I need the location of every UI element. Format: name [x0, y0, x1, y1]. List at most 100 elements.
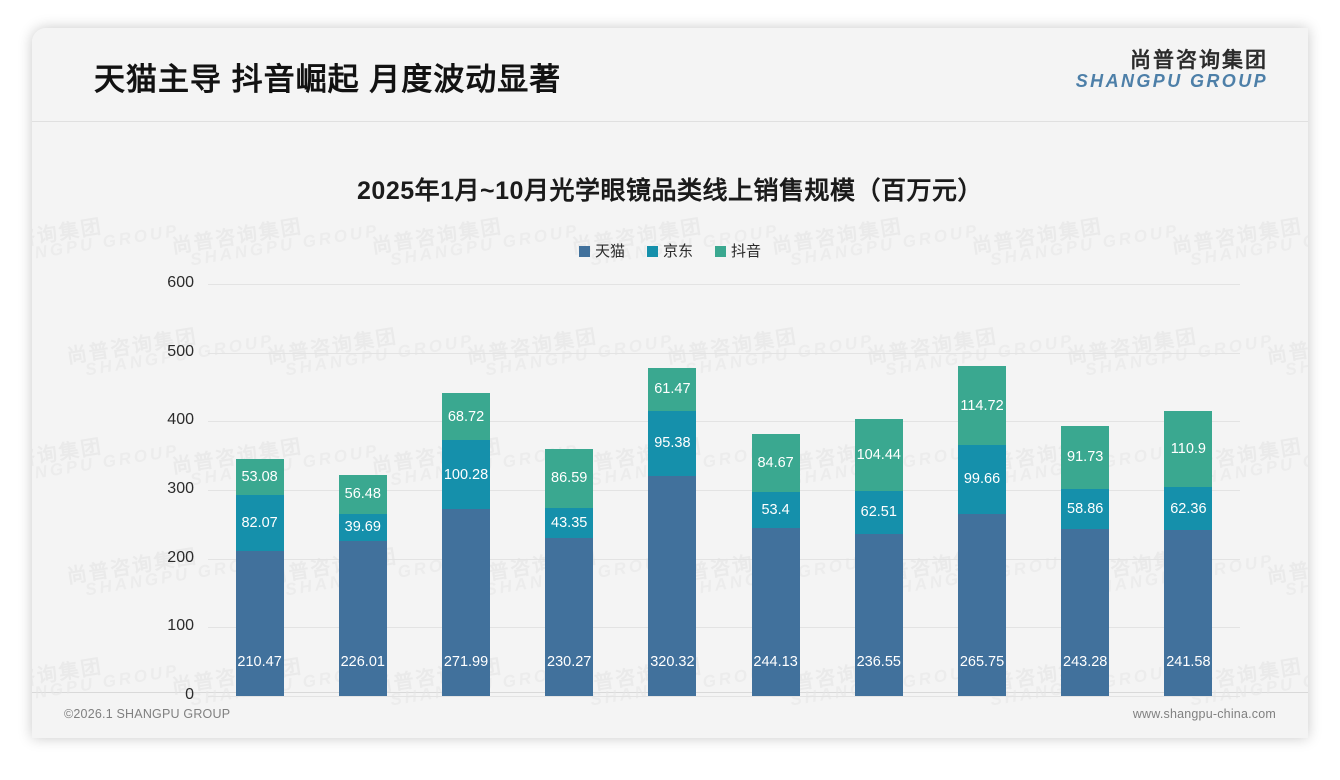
watermark-cn: 尚普咨询集团 [1265, 545, 1308, 589]
bar-value-label: 53.4 [761, 502, 790, 519]
bar-segment-京东[interactable]: 82.07 [235, 495, 284, 552]
bar-value-label: 91.73 [1067, 449, 1104, 466]
chart-title: 2025年1月~10月光学眼镜品类线上销售规模（百万元） [357, 177, 983, 205]
legend-label: 抖音 [731, 243, 762, 260]
bar-value-label: 236.55 [856, 654, 901, 670]
slide-header: 天猫主导 抖音崛起 月度波动显著 尚普咨询集团 SHANGPU GROUP [32, 28, 1308, 122]
bar-value-label: 320.32 [650, 654, 695, 670]
bar-segment-抖音[interactable]: 56.48 [338, 474, 387, 514]
chart-legend: 天猫 京东 抖音 [32, 240, 1308, 261]
bar-segment-天猫[interactable]: 265.75 [958, 513, 1006, 696]
bar-segment-天猫[interactable]: 320.32 [648, 476, 697, 696]
legend-item-天猫[interactable]: 天猫 [578, 240, 625, 261]
gridline [208, 284, 1240, 285]
bar-segment-抖音[interactable]: 68.72 [442, 393, 490, 441]
bar-segment-抖音[interactable]: 110.9 [1164, 411, 1213, 488]
y-axis-tick-label: 100 [167, 617, 194, 635]
bar-segment-京东[interactable]: 95.38 [648, 410, 697, 477]
bar-value-label: 226.01 [340, 654, 385, 670]
bar-value-label: 62.36 [1170, 500, 1207, 517]
footer-copyright: ©2026.1 SHANGPU GROUP [64, 707, 231, 721]
bar-segment-天猫[interactable]: 241.58 [1164, 530, 1213, 696]
bar-value-label: 110.9 [1170, 441, 1206, 458]
bar-segment-天猫[interactable]: 243.28 [1061, 528, 1110, 696]
legend-swatch-icon [646, 246, 658, 257]
brand-logo: 尚普咨询集团 SHANGPU GROUP [1075, 49, 1268, 92]
bar-value-label: 230.27 [547, 654, 592, 670]
brand-logo-en: SHANGPU GROUP [1075, 71, 1268, 92]
bar-value-label: 61.47 [654, 381, 691, 398]
slide-card: 天猫主导 抖音崛起 月度波动显著 尚普咨询集团 SHANGPU GROUP 20… [32, 28, 1308, 738]
bar-segment-天猫[interactable]: 226.01 [338, 540, 387, 696]
bar-value-label: 68.72 [447, 408, 485, 425]
bar-value-label: 95.38 [654, 435, 691, 452]
bar-segment-抖音[interactable]: 86.59 [545, 448, 594, 509]
watermark-en: SHANGPU GROUP [1283, 331, 1308, 380]
bar-segment-京东[interactable]: 62.36 [1164, 487, 1213, 531]
bar-segment-天猫[interactable]: 271.99 [442, 509, 490, 696]
legend-label: 京东 [662, 243, 693, 260]
y-axis-tick-label: 400 [167, 411, 194, 429]
bar-value-label: 62.51 [860, 504, 897, 521]
bar-value-label: 114.72 [960, 397, 1004, 414]
bar-value-label: 271.99 [443, 654, 489, 670]
legend-item-京东[interactable]: 京东 [646, 240, 693, 261]
bar-segment-京东[interactable]: 100.28 [442, 440, 490, 510]
bar-value-label: 100.28 [443, 466, 489, 483]
bar-segment-抖音[interactable]: 84.67 [751, 433, 800, 492]
bar-segment-抖音[interactable]: 114.72 [958, 366, 1006, 446]
slide-footer: ©2026.1 SHANGPU GROUP www.shangpu-china.… [32, 692, 1308, 738]
bar-segment-京东[interactable]: 43.35 [545, 508, 594, 538]
bar-value-label: 84.67 [757, 454, 794, 471]
gridline [208, 558, 1240, 560]
bar-segment-天猫[interactable]: 210.47 [235, 551, 284, 696]
gridline [208, 696, 1240, 697]
bar-value-label: 43.35 [551, 515, 588, 531]
y-axis-tick-label: 300 [167, 480, 194, 497]
bar-segment-京东[interactable]: 62.51 [854, 490, 903, 534]
bar-value-label: 58.86 [1067, 500, 1104, 517]
bar-value-label: 210.47 [237, 654, 282, 670]
bar-segment-天猫[interactable]: 236.55 [854, 533, 903, 696]
gridline [208, 627, 1240, 629]
bar-value-label: 244.13 [753, 654, 798, 670]
bar-value-label: 53.08 [241, 468, 278, 485]
watermark-cn: 尚普咨询集团 [32, 435, 105, 479]
bar-segment-京东[interactable]: 99.66 [958, 445, 1006, 514]
bar-segment-京东[interactable]: 39.69 [338, 513, 387, 541]
footer-website: www.shangpu-china.com [1132, 707, 1276, 721]
bar-segment-抖音[interactable]: 104.44 [854, 418, 903, 491]
bar-value-label: 82.07 [241, 515, 278, 532]
bar-segment-京东[interactable]: 58.86 [1061, 488, 1110, 529]
gridline [208, 490, 1240, 491]
bar-segment-京东[interactable]: 53.4 [751, 491, 800, 529]
legend-item-抖音[interactable]: 抖音 [715, 240, 761, 261]
gridline [208, 352, 1240, 354]
y-axis-tick-label: 600 [167, 274, 194, 291]
bar-value-label: 39.69 [344, 519, 381, 536]
y-axis-tick-label: 0 [185, 686, 194, 703]
watermark-en: SHANGPU GROUP [1283, 551, 1308, 600]
bar-segment-天猫[interactable]: 244.13 [751, 528, 800, 696]
bar-value-label: 56.48 [344, 486, 381, 503]
bar-segment-抖音[interactable]: 53.08 [235, 458, 284, 496]
bar-segment-抖音[interactable]: 91.73 [1061, 425, 1110, 489]
y-axis-tick-label: 200 [167, 548, 194, 566]
bar-segment-抖音[interactable]: 61.47 [648, 368, 697, 411]
page-title: 天猫主导 抖音崛起 月度波动显著 [94, 62, 562, 97]
legend-label: 天猫 [594, 243, 625, 260]
y-axis-tick-label: 500 [167, 342, 194, 360]
bar-segment-天猫[interactable]: 230.27 [545, 537, 594, 696]
